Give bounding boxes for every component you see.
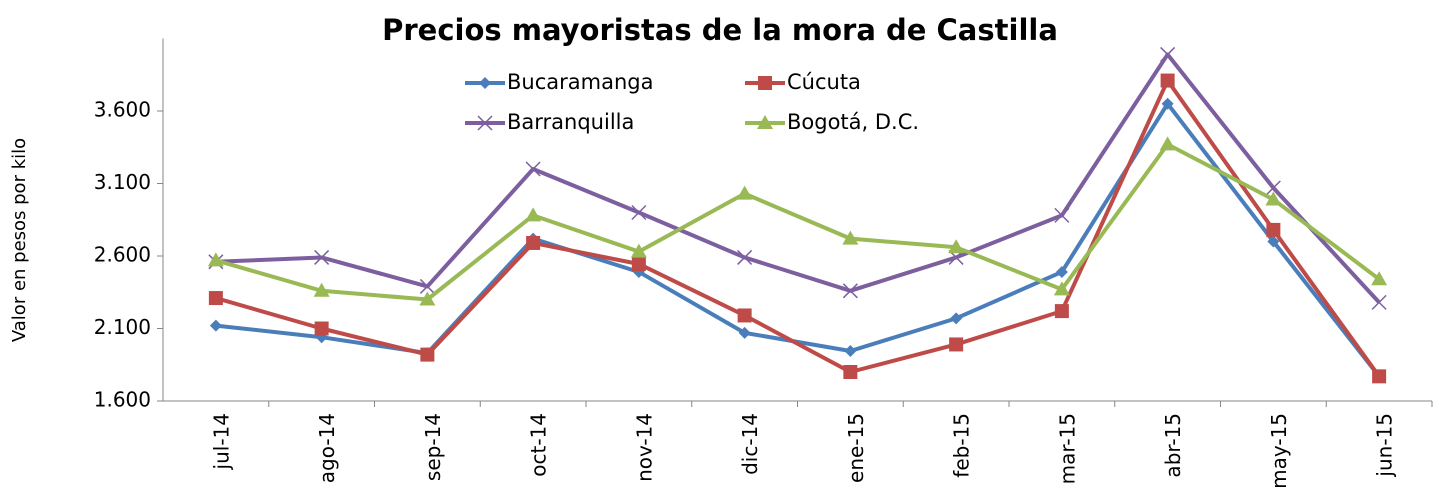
y-tick-label: 2.600 xyxy=(94,243,151,267)
series-line xyxy=(215,78,1381,378)
x-tick-label: dic-14 xyxy=(738,413,762,475)
point xyxy=(1160,46,1176,62)
x-tick-label: mar-15 xyxy=(1055,413,1079,484)
point xyxy=(1054,304,1069,319)
point xyxy=(313,282,330,297)
point xyxy=(1371,271,1388,286)
x-tick-label: jun-15 xyxy=(1373,413,1397,478)
series-line xyxy=(215,101,1381,378)
point xyxy=(525,161,541,177)
point xyxy=(631,256,646,271)
point xyxy=(526,235,541,250)
point xyxy=(738,326,751,339)
legend-marker xyxy=(757,115,773,129)
x-tick-label: ene-15 xyxy=(844,413,868,483)
point xyxy=(842,230,859,245)
legend-item: Cúcuta xyxy=(745,70,861,94)
point xyxy=(1265,180,1281,196)
y-axis-label: Valor en pesos por kilo xyxy=(9,138,30,342)
point xyxy=(949,337,964,352)
y-tick-label: 3.600 xyxy=(94,98,151,122)
point xyxy=(844,344,857,357)
legend-item: Barranquilla xyxy=(465,110,634,134)
legend-marker xyxy=(479,77,491,89)
series-line xyxy=(215,142,1381,302)
x-tick-label: feb-15 xyxy=(950,413,974,478)
x-tick-label: nov-14 xyxy=(632,413,656,482)
legend-marker xyxy=(758,76,772,90)
point xyxy=(1160,73,1175,88)
point xyxy=(736,185,753,200)
point xyxy=(1161,97,1174,110)
point xyxy=(1372,369,1387,384)
y-tick-label: 3.100 xyxy=(94,170,151,194)
point xyxy=(207,252,224,267)
point xyxy=(314,249,330,265)
legend-label: Barranquilla xyxy=(507,110,634,134)
point xyxy=(842,283,858,299)
legend-label: Bogotá, D.C. xyxy=(787,110,919,134)
x-tick-label: sep-14 xyxy=(421,413,445,481)
legend-label: Bucaramanga xyxy=(507,70,653,94)
x-tick-label: jul-14 xyxy=(209,413,233,470)
point xyxy=(314,321,329,336)
point xyxy=(209,319,222,332)
chart-title: Precios mayoristas de la mora de Castill… xyxy=(382,13,1058,47)
x-tick-label: ago-14 xyxy=(315,413,339,483)
point xyxy=(950,312,963,325)
legend-item: Bogotá, D.C. xyxy=(745,110,919,134)
legend-item: Bucaramanga xyxy=(465,70,653,94)
series-line xyxy=(215,52,1381,304)
point xyxy=(1055,265,1068,278)
point xyxy=(419,291,436,306)
point xyxy=(631,204,647,221)
point xyxy=(843,365,858,379)
point xyxy=(948,239,965,254)
y-tick-label: 2.100 xyxy=(94,315,151,339)
legend-marker xyxy=(477,115,493,131)
point xyxy=(737,249,753,265)
point xyxy=(525,207,542,222)
point xyxy=(737,308,752,323)
point xyxy=(1267,235,1280,248)
point xyxy=(1053,281,1070,296)
legend-label: Cúcuta xyxy=(787,70,861,94)
x-tick-label: oct-14 xyxy=(527,413,551,477)
y-tick-label: 1.600 xyxy=(94,388,151,412)
point xyxy=(420,347,435,362)
point xyxy=(1159,136,1176,151)
point xyxy=(1054,207,1070,223)
point xyxy=(208,291,223,306)
x-tick-label: abr-15 xyxy=(1161,413,1185,478)
point xyxy=(1371,294,1387,310)
point xyxy=(1266,222,1281,237)
point xyxy=(1265,191,1282,206)
x-tick-label: may-15 xyxy=(1267,413,1291,489)
point xyxy=(630,243,647,258)
point xyxy=(419,278,435,294)
